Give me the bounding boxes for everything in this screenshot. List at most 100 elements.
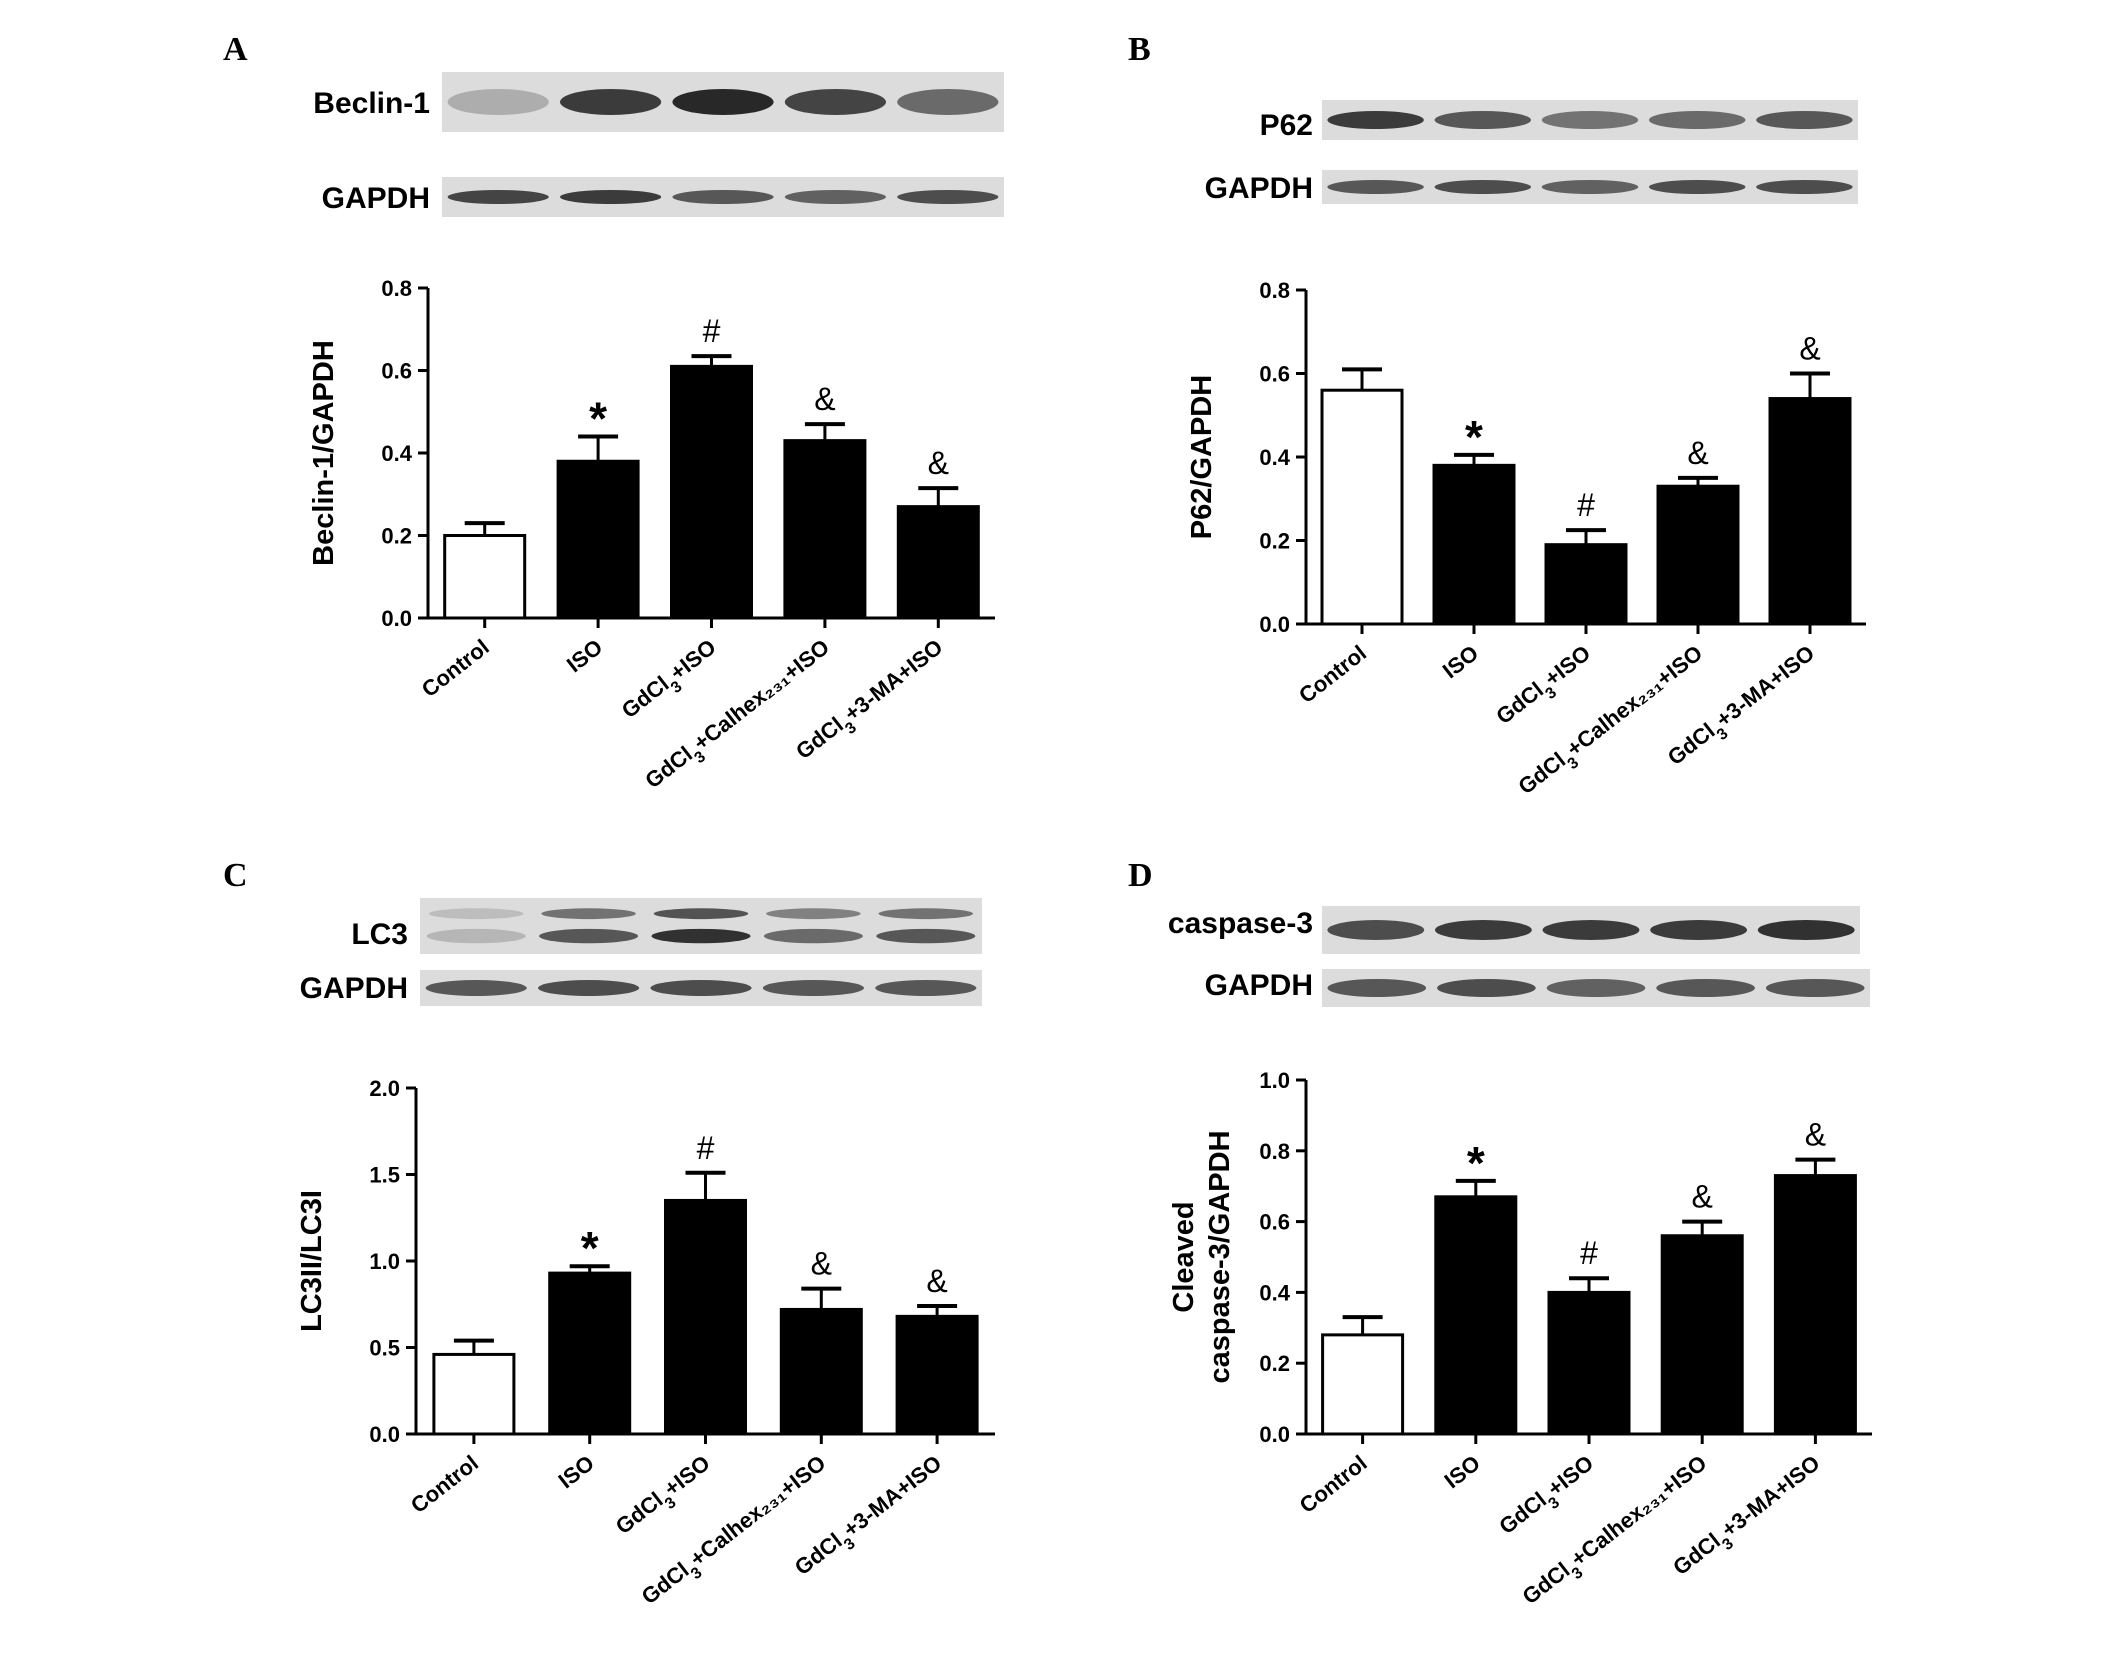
blot-band <box>447 89 549 115</box>
blot-band <box>1756 180 1853 194</box>
bar-5 <box>1773 1174 1857 1436</box>
bar-1 <box>432 1352 516 1436</box>
significance-marker: * <box>1465 411 1483 463</box>
blot-band-lower <box>426 928 526 944</box>
y-tick-label: 0.8 <box>1259 278 1290 303</box>
significance-marker: # <box>703 313 721 349</box>
blot-label-gapdh-c: GAPDH <box>300 972 408 1005</box>
blot-label-gapdh-b: GAPDH <box>1205 172 1313 205</box>
bar-4 <box>783 439 867 620</box>
bar-3 <box>1544 543 1628 626</box>
blot-band <box>1327 111 1424 129</box>
bar-1 <box>1320 388 1404 626</box>
blot-band <box>784 190 886 204</box>
blot-strip-gapdh-b <box>1322 170 1858 204</box>
blot-strip-p62 <box>1322 100 1858 140</box>
significance-marker: & <box>1805 1117 1826 1153</box>
blot-band <box>762 980 864 996</box>
blot-band <box>425 980 527 996</box>
blot-background <box>420 898 982 954</box>
bar-4 <box>1656 484 1740 626</box>
blot-band <box>1757 920 1855 940</box>
y-tick-label: 0.0 <box>1259 1422 1290 1447</box>
blot-band <box>1327 979 1427 997</box>
blot-label-beclin1: Beclin-1 <box>313 87 430 120</box>
bar-4 <box>779 1307 863 1436</box>
blot-band <box>875 980 977 996</box>
bar-5 <box>896 505 980 620</box>
y-axis-label: Cleaved <box>1168 1201 1200 1312</box>
y-axis-label: caspase-3/GAPDH <box>1204 1130 1236 1383</box>
y-tick-label: 0.8 <box>1259 1139 1290 1164</box>
bar-3 <box>670 364 753 620</box>
blot-band <box>1765 979 1865 997</box>
blot-band <box>560 89 662 115</box>
y-tick-label: 2.0 <box>369 1076 400 1101</box>
significance-marker: & <box>1692 1179 1713 1215</box>
blot-band <box>1648 111 1746 129</box>
blot-band <box>447 190 549 204</box>
y-tick-label: 0.2 <box>1259 529 1290 554</box>
blot-label-lc3: LC3 <box>351 918 408 951</box>
blot-band <box>1648 180 1746 194</box>
blot-band <box>1327 920 1425 940</box>
bar-5 <box>1768 397 1852 626</box>
blot-band <box>1437 979 1536 997</box>
bar-2 <box>556 459 640 620</box>
blot-band <box>560 190 662 204</box>
y-axis-label: Beclin-1/GAPDH <box>308 340 340 566</box>
blot-label-gapdh-d: GAPDH <box>1205 969 1313 1002</box>
y-tick-label: 1.0 <box>369 1249 400 1274</box>
blot-strip-gapdh-c <box>420 970 982 1006</box>
significance-marker: # <box>697 1130 715 1166</box>
y-tick-label: 0.2 <box>1259 1351 1290 1376</box>
blot-band <box>1327 180 1424 194</box>
panel-label-b: B <box>1128 31 1151 68</box>
blot-band <box>1542 920 1640 940</box>
bar-3 <box>1547 1290 1631 1436</box>
y-tick-label: 0.8 <box>381 276 412 301</box>
y-tick-label: 0.0 <box>369 1422 400 1447</box>
blot-label-caspase3: caspase-3 <box>1168 907 1313 940</box>
blot-band-lower <box>539 928 639 944</box>
blot-band <box>672 89 774 115</box>
blot-band <box>538 980 640 996</box>
blot-band-lower <box>651 928 751 944</box>
panel-label-d: D <box>1128 857 1153 894</box>
blot-strip-beclin1 <box>442 72 1004 132</box>
bar-4 <box>1660 1234 1744 1436</box>
blot-band-upper <box>766 908 861 920</box>
y-tick-label: 0.6 <box>1259 1210 1290 1235</box>
blot-strip-gapdh-a <box>442 177 1004 217</box>
blot-band <box>784 89 886 115</box>
y-tick-label: 0.2 <box>381 524 412 549</box>
blot-band-lower <box>763 928 863 944</box>
blot-band <box>1541 180 1639 194</box>
significance-marker: * <box>589 393 607 445</box>
significance-marker: & <box>928 445 949 481</box>
blot-strip-caspase3 <box>1322 906 1860 954</box>
bar-2 <box>548 1271 632 1436</box>
bar-1 <box>1321 1333 1405 1436</box>
blot-band <box>1434 920 1532 940</box>
bar-3 <box>664 1198 747 1436</box>
y-axis-label: LC3II/LC3I <box>296 1190 328 1332</box>
blot-band-upper <box>541 908 636 920</box>
blot-label-p62: P62 <box>1260 109 1313 142</box>
y-axis-label: P62/GAPDH <box>1186 375 1218 539</box>
bar-5 <box>895 1314 979 1436</box>
blot-band <box>897 190 999 204</box>
blot-band <box>1546 979 1646 997</box>
blot-band <box>1656 979 1755 997</box>
significance-marker: * <box>581 1222 599 1274</box>
blot-strip-gapdh-d <box>1322 969 1870 1007</box>
significance-marker: & <box>811 1246 832 1282</box>
y-tick-label: 0.4 <box>1259 445 1290 470</box>
blot-band <box>1434 180 1532 194</box>
significance-marker: & <box>1687 435 1708 471</box>
blot-band-upper <box>428 908 524 920</box>
y-tick-label: 0.0 <box>1259 612 1290 637</box>
blot-band-upper <box>653 908 749 920</box>
blot-band <box>1541 111 1639 129</box>
